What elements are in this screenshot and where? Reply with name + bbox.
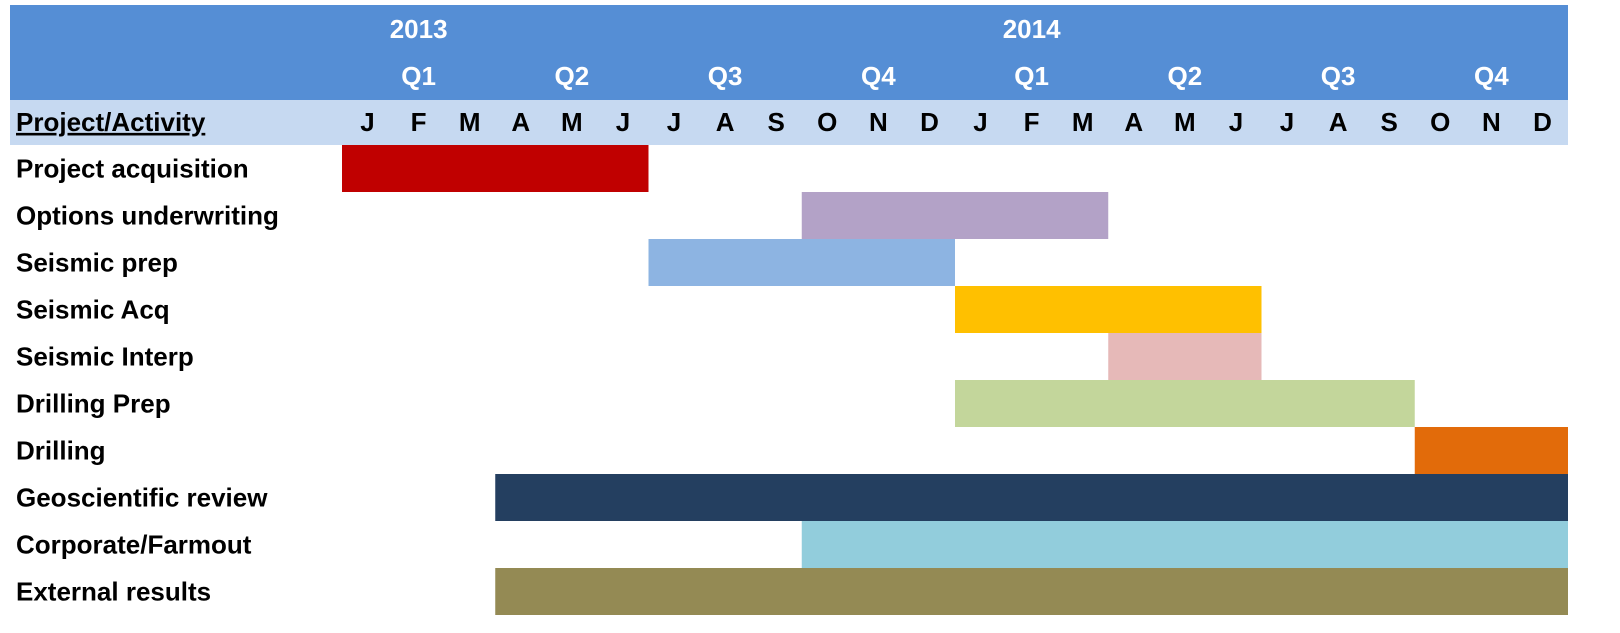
task-bar bbox=[1108, 333, 1262, 380]
quarter-label: Q2 bbox=[555, 61, 590, 91]
month-label: D bbox=[1533, 107, 1552, 137]
task-label: External results bbox=[16, 576, 211, 606]
task-bar bbox=[342, 145, 649, 192]
task-label: Seismic prep bbox=[16, 247, 178, 277]
task-label: Seismic Interp bbox=[16, 341, 194, 371]
month-label: J bbox=[1229, 107, 1243, 137]
month-label: J bbox=[360, 107, 374, 137]
month-label: S bbox=[768, 107, 785, 137]
month-label: J bbox=[616, 107, 630, 137]
task-label: Project acquisition bbox=[16, 153, 249, 183]
month-label: A bbox=[511, 107, 530, 137]
month-label: M bbox=[561, 107, 583, 137]
month-label: D bbox=[920, 107, 939, 137]
month-label: F bbox=[1024, 107, 1040, 137]
month-label: O bbox=[1430, 107, 1450, 137]
task-label: Drilling Prep bbox=[16, 388, 171, 418]
month-label: O bbox=[817, 107, 837, 137]
task-label: Seismic Acq bbox=[16, 294, 170, 324]
task-label: Options underwriting bbox=[16, 200, 279, 230]
month-label: M bbox=[459, 107, 481, 137]
column-header: Project/Activity bbox=[16, 107, 206, 137]
header-band bbox=[10, 5, 1568, 100]
year-label: 2013 bbox=[390, 14, 448, 44]
quarter-label: Q3 bbox=[708, 61, 743, 91]
task-bar bbox=[801, 521, 1568, 568]
task-bar bbox=[495, 568, 1568, 615]
month-label: J bbox=[973, 107, 987, 137]
task-bar bbox=[648, 239, 955, 286]
month-label: N bbox=[1482, 107, 1501, 137]
month-label: A bbox=[716, 107, 735, 137]
year-label: 2014 bbox=[1003, 14, 1061, 44]
month-label: A bbox=[1329, 107, 1348, 137]
quarter-label: Q1 bbox=[1014, 61, 1049, 91]
month-label: A bbox=[1124, 107, 1143, 137]
task-bar bbox=[495, 474, 1568, 521]
month-label: N bbox=[869, 107, 888, 137]
month-label: J bbox=[1280, 107, 1294, 137]
quarter-label: Q4 bbox=[861, 61, 896, 91]
month-label: M bbox=[1072, 107, 1094, 137]
task-bar bbox=[955, 286, 1262, 333]
task-bar bbox=[1414, 427, 1568, 474]
quarter-label: Q1 bbox=[401, 61, 436, 91]
month-band bbox=[10, 100, 1568, 145]
task-label: Drilling bbox=[16, 435, 106, 465]
quarter-label: Q3 bbox=[1321, 61, 1356, 91]
task-label: Geoscientific review bbox=[16, 482, 268, 512]
task-bar bbox=[801, 192, 1109, 239]
quarter-label: Q2 bbox=[1168, 61, 1203, 91]
month-label: F bbox=[411, 107, 427, 137]
month-label: S bbox=[1381, 107, 1398, 137]
task-bar bbox=[955, 380, 1415, 427]
month-label: M bbox=[1174, 107, 1196, 137]
quarter-label: Q4 bbox=[1474, 61, 1509, 91]
task-label: Corporate/Farmout bbox=[16, 529, 252, 559]
month-label: J bbox=[667, 107, 681, 137]
